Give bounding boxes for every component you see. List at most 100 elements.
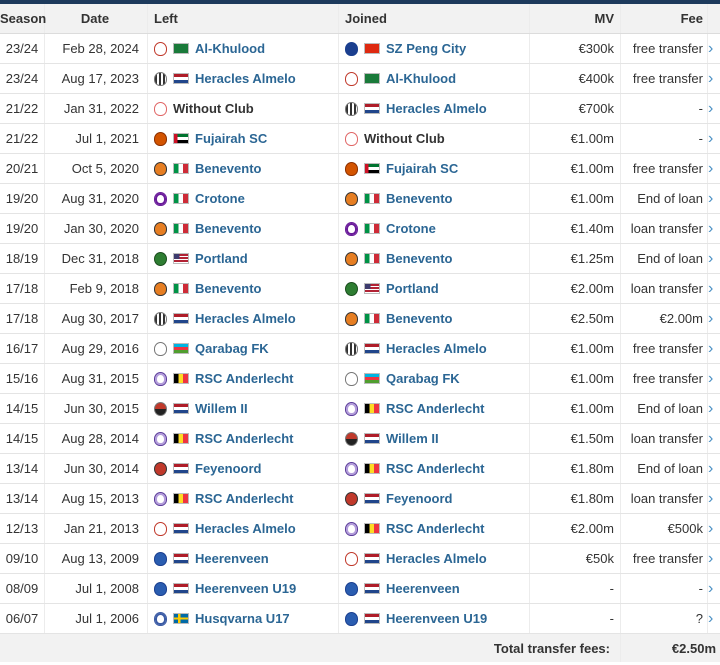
joined-club-name[interactable]: Fujairah SC bbox=[386, 161, 459, 176]
left-club-name[interactable]: Fujairah SC bbox=[195, 131, 268, 146]
club-crest-icon[interactable] bbox=[345, 281, 358, 296]
chevron-right-icon[interactable]: › bbox=[707, 183, 720, 214]
club-crest-icon[interactable] bbox=[154, 41, 167, 56]
club-crest-icon[interactable] bbox=[345, 461, 358, 476]
chevron-right-icon[interactable]: › bbox=[707, 123, 720, 154]
club-crest-icon[interactable] bbox=[154, 371, 167, 386]
left-club-name[interactable]: Heerenveen bbox=[195, 551, 269, 566]
left-club-name[interactable]: RSC Anderlecht bbox=[195, 371, 294, 386]
club-crest-icon[interactable] bbox=[154, 581, 167, 596]
header-left[interactable]: Left bbox=[147, 4, 339, 34]
club-crest-icon[interactable] bbox=[345, 431, 358, 446]
header-mv[interactable]: MV bbox=[529, 4, 621, 34]
club-crest-icon[interactable] bbox=[154, 131, 167, 146]
chevron-right-icon[interactable]: › bbox=[707, 453, 720, 484]
club-crest-icon[interactable] bbox=[154, 221, 167, 236]
left-club-name[interactable]: RSC Anderlecht bbox=[195, 491, 294, 506]
chevron-right-icon[interactable]: › bbox=[707, 63, 720, 94]
club-crest-icon[interactable] bbox=[345, 401, 358, 416]
club-crest-icon[interactable] bbox=[345, 371, 358, 386]
chevron-right-icon[interactable]: › bbox=[707, 513, 720, 544]
club-crest-icon[interactable] bbox=[154, 431, 167, 446]
club-crest-icon[interactable] bbox=[345, 311, 358, 326]
joined-club-name[interactable]: RSC Anderlecht bbox=[386, 521, 485, 536]
left-club-name[interactable]: Willem II bbox=[195, 401, 248, 416]
club-crest-icon[interactable] bbox=[345, 581, 358, 596]
club-crest-icon[interactable] bbox=[154, 71, 167, 86]
chevron-right-icon[interactable]: › bbox=[707, 153, 720, 184]
chevron-right-icon[interactable]: › bbox=[707, 243, 720, 274]
club-crest-icon[interactable] bbox=[345, 551, 358, 566]
joined-club-name[interactable]: Heracles Almelo bbox=[386, 341, 487, 356]
header-date[interactable]: Date bbox=[44, 4, 148, 34]
chevron-right-icon[interactable]: › bbox=[707, 33, 720, 64]
left-club-name[interactable]: Al-Khulood bbox=[195, 41, 266, 56]
left-club-name[interactable]: Husqvarna U17 bbox=[195, 611, 290, 626]
chevron-right-icon[interactable]: › bbox=[707, 273, 720, 304]
club-crest-icon[interactable] bbox=[154, 491, 167, 506]
club-crest-icon[interactable] bbox=[345, 221, 358, 236]
club-crest-icon[interactable] bbox=[345, 251, 358, 266]
header-joined[interactable]: Joined bbox=[338, 4, 530, 34]
club-crest-icon[interactable] bbox=[154, 251, 167, 266]
joined-club-name[interactable]: RSC Anderlecht bbox=[386, 401, 485, 416]
chevron-right-icon[interactable]: › bbox=[707, 93, 720, 124]
club-crest-icon[interactable] bbox=[345, 101, 358, 116]
header-season[interactable]: Season bbox=[0, 4, 46, 34]
chevron-right-icon[interactable]: › bbox=[707, 393, 720, 424]
left-club-name[interactable]: RSC Anderlecht bbox=[195, 431, 294, 446]
joined-club-name[interactable]: Heerenveen U19 bbox=[386, 611, 488, 626]
chevron-right-icon[interactable]: › bbox=[707, 423, 720, 454]
joined-club-name[interactable]: RSC Anderlecht bbox=[386, 461, 485, 476]
joined-club-name[interactable]: Willem II bbox=[386, 431, 439, 446]
joined-club-name[interactable]: Heerenveen bbox=[386, 581, 460, 596]
joined-club-name[interactable]: Crotone bbox=[386, 221, 436, 236]
joined-club-name[interactable]: Heracles Almelo bbox=[386, 101, 487, 116]
chevron-right-icon[interactable]: › bbox=[707, 213, 720, 244]
chevron-right-icon[interactable]: › bbox=[707, 603, 720, 634]
left-club-name[interactable]: Crotone bbox=[195, 191, 245, 206]
club-crest-icon[interactable] bbox=[154, 341, 167, 356]
left-club-name[interactable]: Benevento bbox=[195, 161, 262, 176]
club-crest-icon[interactable] bbox=[154, 161, 167, 176]
joined-club-name[interactable]: Benevento bbox=[386, 251, 453, 266]
chevron-right-icon[interactable]: › bbox=[707, 543, 720, 574]
left-club-name[interactable]: Benevento bbox=[195, 221, 262, 236]
club-crest-icon[interactable] bbox=[345, 521, 358, 536]
club-crest-icon[interactable] bbox=[154, 521, 167, 536]
left-club-name[interactable]: Portland bbox=[195, 251, 248, 266]
club-crest-icon[interactable] bbox=[154, 191, 167, 206]
club-crest-icon[interactable] bbox=[345, 161, 358, 176]
club-crest-icon[interactable] bbox=[154, 611, 167, 626]
chevron-right-icon[interactable]: › bbox=[707, 483, 720, 514]
joined-club-name[interactable]: Benevento bbox=[386, 311, 453, 326]
club-crest-icon[interactable] bbox=[154, 401, 167, 416]
left-club-name[interactable]: Heerenveen U19 bbox=[195, 581, 297, 596]
joined-club-name[interactable]: Qarabag FK bbox=[386, 371, 460, 386]
club-crest-icon[interactable] bbox=[345, 611, 358, 626]
joined-club-name[interactable]: Feyenoord bbox=[386, 491, 453, 506]
chevron-right-icon[interactable]: › bbox=[707, 303, 720, 334]
chevron-right-icon[interactable]: › bbox=[707, 573, 720, 604]
joined-club-name[interactable]: Benevento bbox=[386, 191, 453, 206]
club-crest-icon[interactable] bbox=[154, 311, 167, 326]
club-crest-icon[interactable] bbox=[345, 41, 358, 56]
left-club-name[interactable]: Heracles Almelo bbox=[195, 71, 296, 86]
club-crest-icon[interactable] bbox=[345, 341, 358, 356]
club-crest-icon[interactable] bbox=[345, 491, 358, 506]
joined-club-name[interactable]: Portland bbox=[386, 281, 439, 296]
left-club-name[interactable]: Heracles Almelo bbox=[195, 311, 296, 326]
club-crest-icon[interactable] bbox=[154, 551, 167, 566]
header-fee[interactable]: Fee bbox=[620, 4, 708, 34]
club-crest-icon[interactable] bbox=[154, 281, 167, 296]
club-crest-icon[interactable] bbox=[345, 191, 358, 206]
left-club-name[interactable]: Heracles Almelo bbox=[195, 521, 296, 536]
left-club-name[interactable]: Benevento bbox=[195, 281, 262, 296]
chevron-right-icon[interactable]: › bbox=[707, 363, 720, 394]
joined-club-name[interactable]: Al-Khulood bbox=[386, 71, 457, 86]
joined-club-name[interactable]: Heracles Almelo bbox=[386, 551, 487, 566]
left-club-name[interactable]: Qarabag FK bbox=[195, 341, 269, 356]
club-crest-icon[interactable] bbox=[345, 71, 358, 86]
chevron-right-icon[interactable]: › bbox=[707, 333, 720, 364]
joined-club-name[interactable]: SZ Peng City bbox=[386, 41, 467, 56]
